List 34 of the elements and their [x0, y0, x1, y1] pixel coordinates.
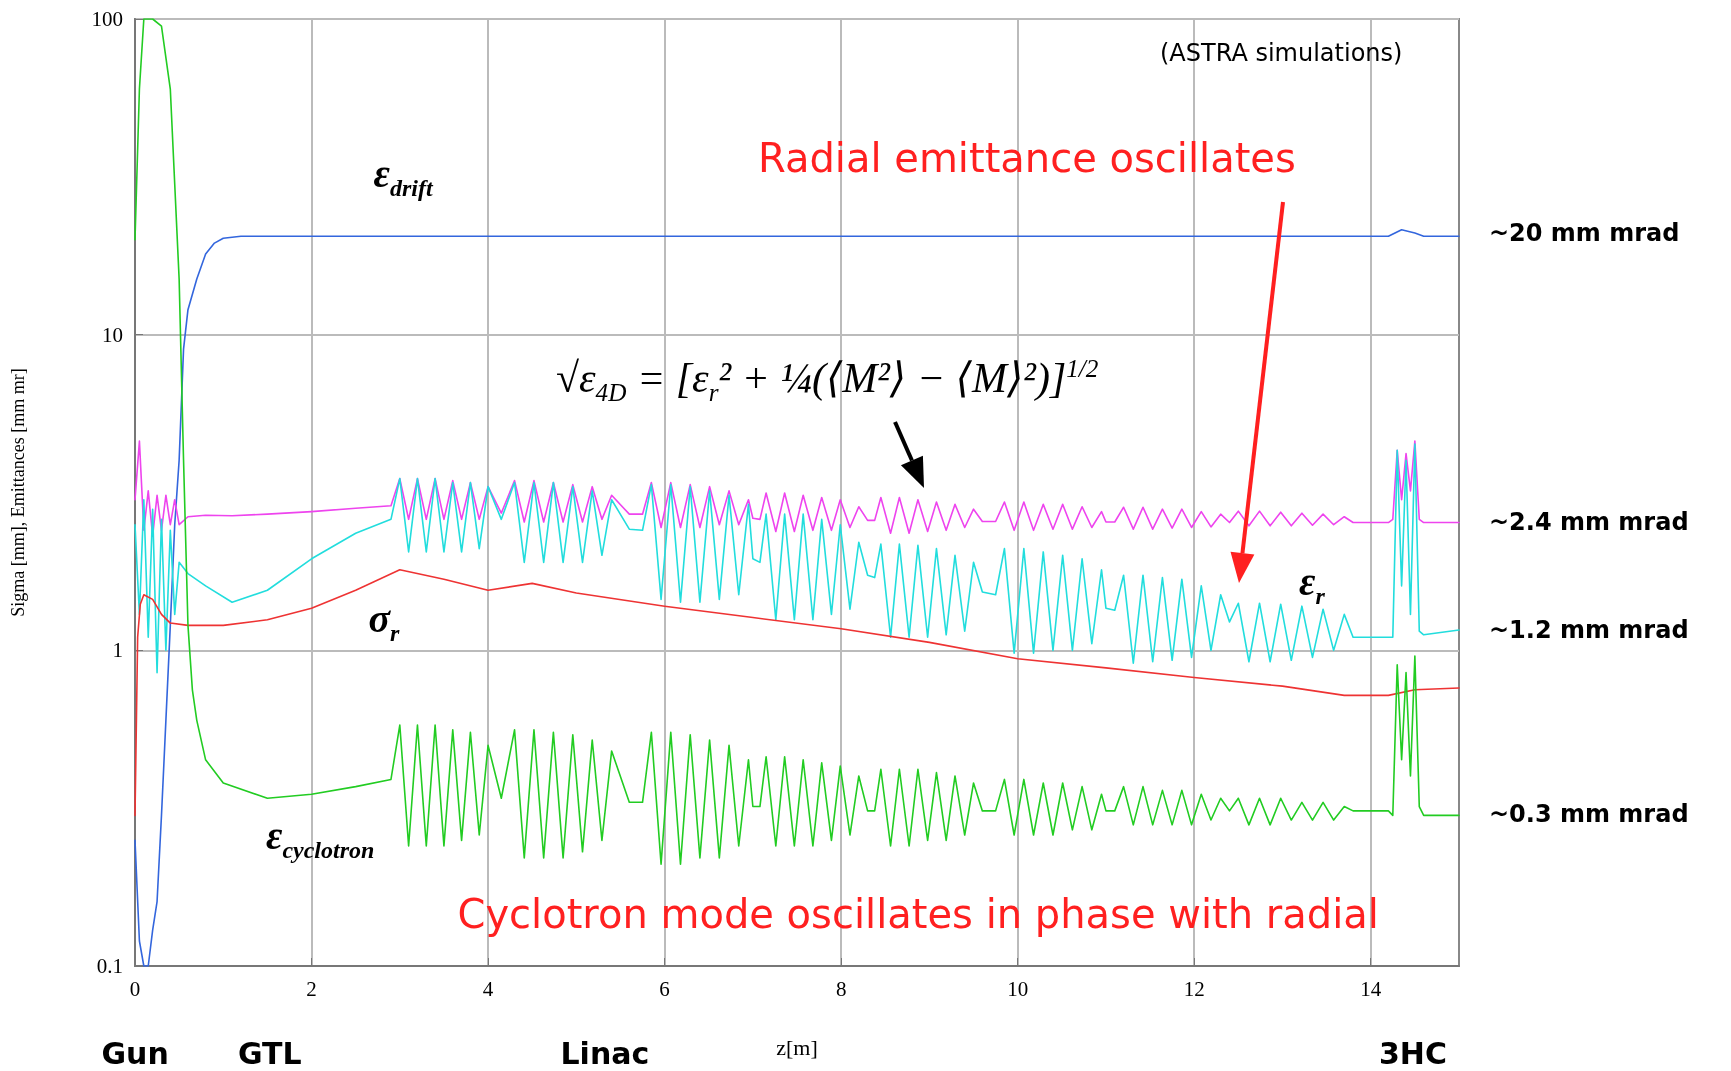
y-tick-label: 10	[102, 322, 123, 347]
line-series	[134, 18, 1460, 866]
annotation: Radial emittance oscillates	[758, 135, 1296, 181]
text: 3HC	[1379, 1036, 1447, 1071]
x-tick-label: 10	[1007, 976, 1029, 1001]
x-tick-label: 8	[835, 976, 847, 1001]
series-label: ε$_{cyclotron}$	[266, 813, 375, 863]
text: Linac	[560, 1036, 650, 1071]
text: GTL	[238, 1036, 302, 1071]
text: Gun	[101, 1036, 169, 1071]
annotation: Cyclotron mode oscillates in phase with radial	[457, 891, 1379, 937]
y-tick-label: 1	[112, 638, 123, 663]
y-tick-label: 0.1	[96, 954, 123, 978]
y-axis-title: Sigma [mm], Emittances [mm mr]	[8, 368, 28, 617]
text: ~20 mm mrad	[1489, 219, 1680, 247]
text: ~0.3 mm mrad	[1489, 800, 1689, 828]
x-axis-title: z[m]	[776, 1034, 818, 1060]
x-tick-label: 14	[1360, 976, 1382, 1001]
series-label: ε$_{drift}$	[373, 151, 433, 201]
x-tick-label: 6	[659, 976, 670, 1001]
text: ~1.2 mm mrad	[1489, 616, 1689, 644]
series-label: ε$_{r}$	[1299, 559, 1325, 609]
x-tick-label: 0	[129, 976, 141, 1001]
line-series	[134, 568, 1460, 817]
text: ~2.4 mm mrad	[1489, 508, 1689, 536]
x-tick-label: 2	[306, 976, 317, 1001]
x-tick-label: 12	[1183, 976, 1205, 1001]
annotation: √ε$_{4D}$ = [ε$_{r}$² + ¼(⟨M²⟩ − ⟨M⟩²)]$^{1/2}$	[556, 355, 1099, 407]
annotation: (ASTRA simulations)	[1160, 39, 1403, 67]
x-tick-label: 4	[482, 976, 494, 1001]
line-series	[134, 440, 1460, 537]
series-label: σ$_{r}$	[368, 596, 400, 646]
y-tick-label: 100	[91, 7, 123, 31]
line-series	[134, 443, 1460, 674]
